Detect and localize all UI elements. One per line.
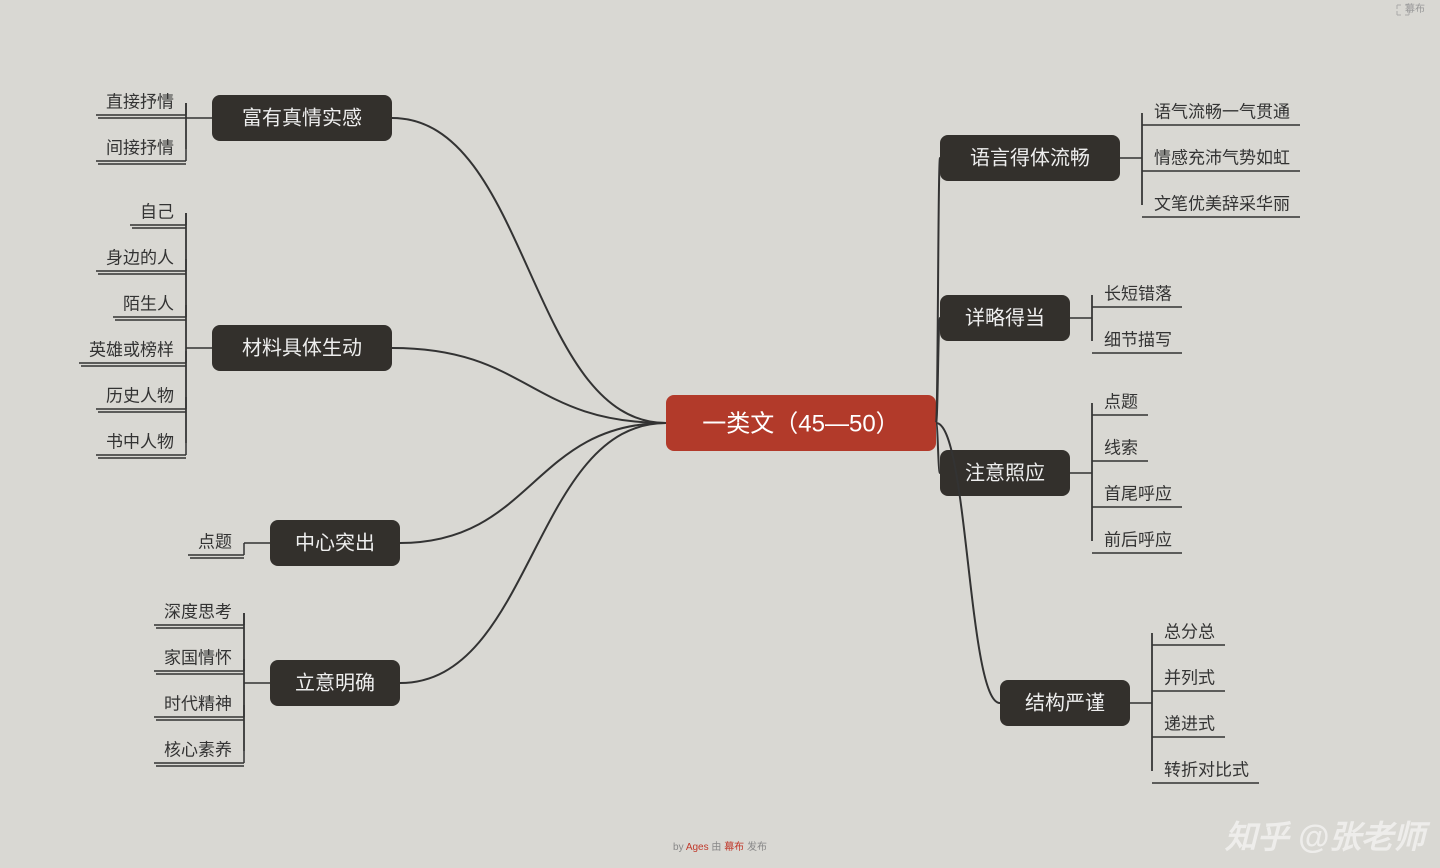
leaf-label: 线索 [1104,438,1138,457]
leaf-label: 前后呼应 [1104,530,1172,549]
branch-label: 富有真情实感 [242,106,362,129]
branch-label: 语言得体流畅 [970,146,1090,169]
footer-credit: by Ages 由 幕布 发布 [673,840,767,853]
leaf-label: 首尾呼应 [1104,484,1172,503]
edge-center-to-branch [400,423,666,543]
edge-center-to-branch [936,423,940,473]
mindmap-canvas: 幕布一类文（45—50） 富有真情实感 直接抒情间接抒情材料具体生动 自己身边的人陌生… [0,0,1440,868]
leaf-label: 家国情怀 [164,648,232,667]
leaf-label: 点题 [1104,392,1138,411]
leaf-label: 自己 [140,202,174,221]
leaf-label: 深度思考 [164,602,232,621]
branch-label: 详略得当 [965,306,1045,329]
leaf-label: 语气流畅一气贯通 [1154,102,1290,121]
edge-center-to-branch [400,423,666,683]
leaf-label: 书中人物 [106,432,174,451]
branch-label: 结构严谨 [1025,691,1105,714]
leaf-label: 核心素养 [164,740,232,759]
leaf-label: 并列式 [1164,668,1215,687]
watermark: 知乎 @张老师 [1225,819,1431,855]
center-label: 一类文（45—50） [702,410,899,437]
leaf-label: 递进式 [1164,714,1215,733]
branch-label: 注意照应 [965,461,1045,484]
leaf-label: 身边的人 [106,248,174,267]
branch-label: 立意明确 [295,671,375,694]
branch-label: 中心突出 [295,531,375,554]
leaf-label: 长短错落 [1104,284,1172,303]
leaf-label: 文笔优美辞采华丽 [1154,194,1290,213]
leaf-label: 点题 [198,532,232,551]
leaf-label: 陌生人 [123,294,174,313]
leaf-label: 转折对比式 [1164,760,1249,779]
leaf-label: 时代精神 [164,694,232,713]
leaf-label: 直接抒情 [106,92,174,111]
leaf-label: 英雄或榜样 [89,340,174,359]
leaf-label: 总分总 [1164,622,1215,641]
leaf-label: 间接抒情 [106,138,174,157]
leaf-label: 情感充沛气势如虹 [1154,148,1290,167]
branch-label: 材料具体生动 [242,336,362,359]
edge-center-to-branch [392,118,666,423]
leaf-label: 历史人物 [106,386,174,405]
app-tag: 幕布 [1405,2,1425,15]
leaf-label: 细节描写 [1104,330,1172,349]
